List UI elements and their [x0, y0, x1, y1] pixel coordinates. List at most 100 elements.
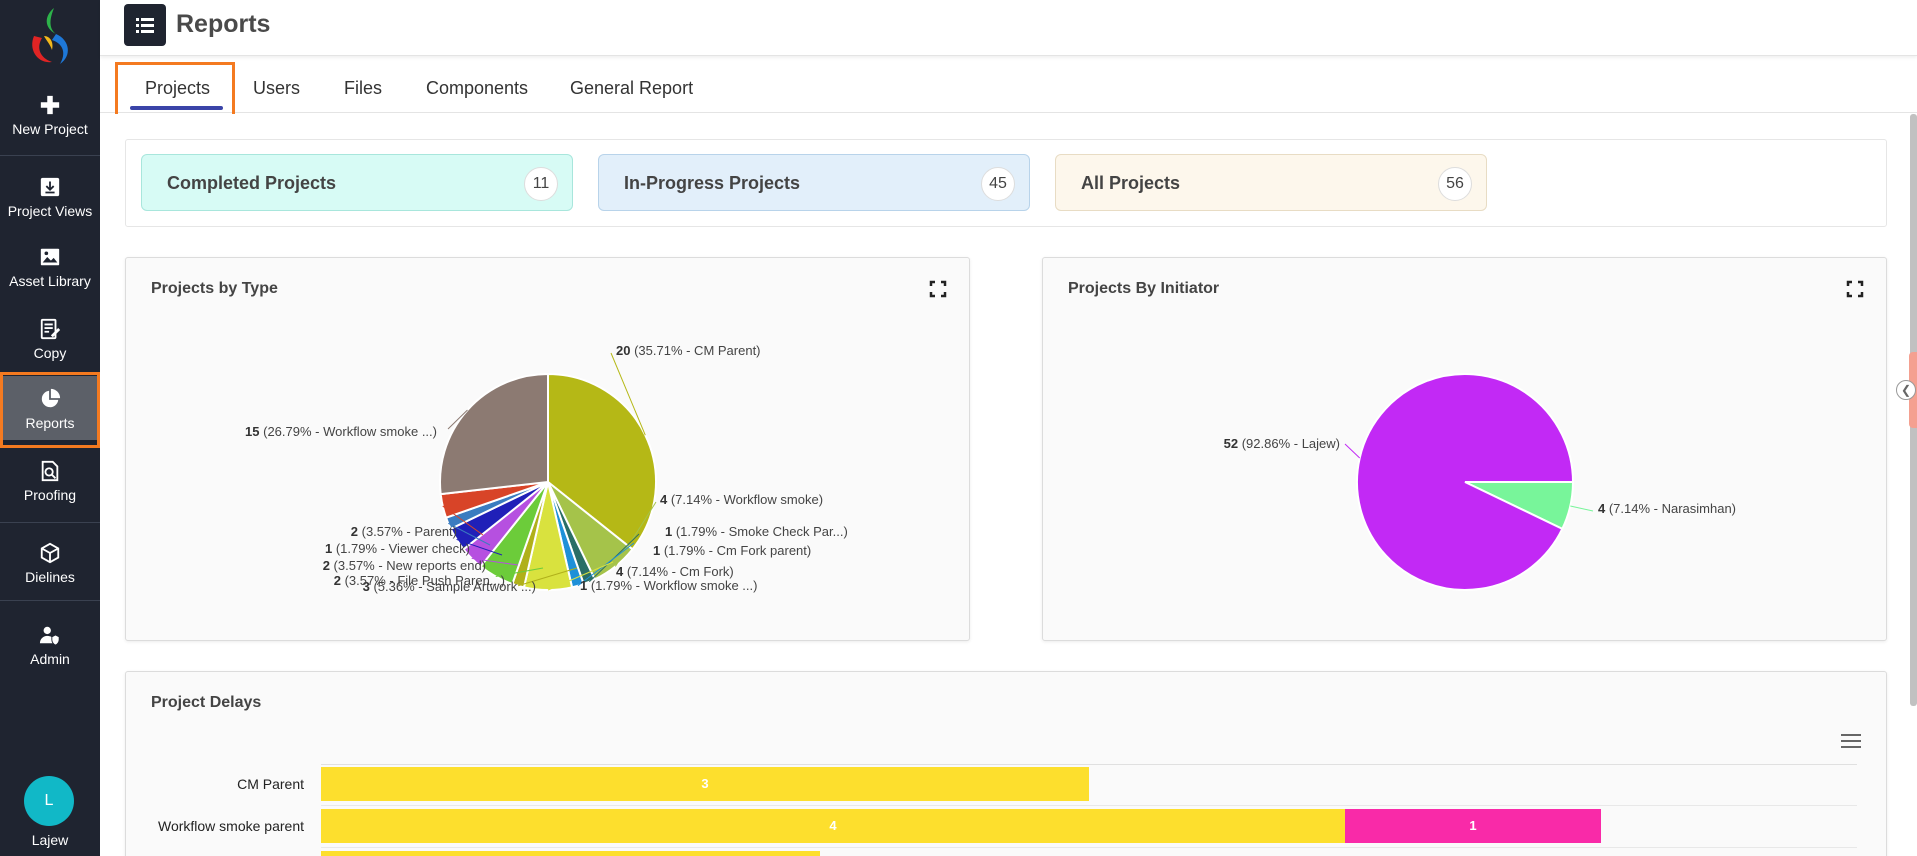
pie-connector [614, 501, 657, 567]
bar-segment[interactable]: 3 [321, 767, 1089, 801]
sidebar-item-project-views[interactable]: Project Views [0, 176, 100, 219]
pie-data-label: 1 (1.79% - Cm Fork parent) [653, 543, 811, 558]
stat-label: All Projects [1081, 173, 1181, 193]
pie-slice[interactable] [547, 372, 657, 551]
completed-projects-stat[interactable]: Completed Projects 11 [141, 154, 573, 211]
pie-data-label: 1 (1.79% - Workflow smoke ...) [580, 578, 757, 593]
project-delays-chart: CM Parent 3 Workflow smoke parent 4 1 [126, 672, 1886, 856]
fullscreen-icon[interactable] [929, 280, 947, 298]
sidebar-item-label: Reports [25, 415, 75, 431]
pie-data-label: 2 (3.57% - File Push Paren...) [334, 573, 505, 588]
panel-title: Projects by Type [151, 280, 278, 297]
pie-data-label: 2 (3.57% - New reports end) [323, 558, 486, 573]
pie-connector [442, 505, 484, 536]
page-header: Reports [100, 0, 1917, 56]
image-icon [40, 248, 60, 266]
chevron-left-icon[interactable]: ❮ [1896, 380, 1916, 400]
pie-slice[interactable] [1356, 373, 1575, 591]
tab-projects[interactable]: Projects [145, 78, 211, 98]
tab-users[interactable]: Users [253, 78, 301, 98]
pie-connector [1570, 505, 1594, 512]
stat-count: 45 [981, 167, 1015, 201]
sidebar-item-label: Admin [30, 651, 70, 667]
pie-data-label: 4 (7.14% - Workflow smoke) [660, 492, 823, 507]
pie-data-label: 2 (3.57% - Parent) [351, 524, 457, 539]
sidebar-item-proofing[interactable]: Proofing [0, 460, 100, 503]
list-menu-icon[interactable] [124, 4, 166, 46]
summary-card: Completed Projects 11 In-Progress Projec… [125, 139, 1887, 227]
cube-icon [40, 542, 60, 564]
pie-data-label: 3 (5.36% - Sample Artwork ...) [363, 579, 536, 594]
pie-connector [447, 409, 468, 430]
row-divider [321, 847, 1857, 848]
user-name: Lajew [31, 832, 69, 848]
stat-count: 56 [1438, 167, 1472, 201]
in-progress-projects-stat[interactable]: In-Progress Projects 45 [598, 154, 1030, 211]
panel-title: Projects By Initiator [1068, 280, 1220, 297]
sidebar-item-reports[interactable]: Reports [0, 376, 100, 440]
pie-connector [577, 542, 635, 587]
pie-data-label: 4 (7.14% - Cm Fork) [616, 564, 734, 579]
user-shield-icon [39, 626, 60, 646]
category-label: Workflow smoke parent [157, 818, 304, 834]
pie-data-label: 20 (35.71% - CM Parent) [616, 343, 761, 358]
projects-by-initiator-panel: Projects By Initiator 4 (7.14% - Narasim… [1042, 257, 1887, 641]
sidebar-item-label: Project Views [7, 203, 93, 219]
pie-connector [517, 567, 578, 587]
pie-connector [1344, 443, 1361, 459]
pie-connector [610, 352, 646, 436]
pie-connector [447, 522, 491, 546]
pie-slice[interactable] [439, 372, 549, 496]
pie-data-label: 1 (1.79% - Viewer check) [325, 541, 470, 556]
pie-data-label: 1 (1.79% - Smoke Check Par...) [665, 524, 848, 539]
tab-bar: Projects Users Files Components General … [100, 58, 1917, 113]
projects-by-initiator-chart: 4 (7.14% - Narasimhan) 52 (92.86% - Lajew… [1224, 373, 1736, 591]
edit-note-icon [40, 318, 61, 340]
stat-label: In-Progress Projects [624, 173, 801, 193]
pie-connector [456, 538, 503, 556]
pie-connector [495, 567, 544, 578]
category-label: CM Parent [237, 776, 304, 792]
bar-segment[interactable]: 1 [1345, 809, 1601, 843]
all-projects-stat[interactable]: All Projects 56 [1055, 154, 1487, 211]
sidebar-item-asset-library[interactable]: Asset Library [0, 246, 100, 289]
gridline [321, 764, 1857, 765]
bar-segment[interactable]: 4 [321, 809, 1345, 843]
hamburger-menu-icon[interactable] [1840, 733, 1862, 749]
sidebar: New Project Project Views Asset Library … [0, 0, 100, 856]
tab-files[interactable]: Files [344, 78, 383, 98]
download-box-icon [40, 177, 60, 197]
row-divider [321, 805, 1857, 806]
divider [0, 600, 100, 601]
pie-chart-icon [41, 388, 61, 408]
document-search-icon [41, 460, 59, 482]
page-title: Reports [176, 10, 271, 38]
divider [0, 155, 100, 156]
avatar[interactable]: L [24, 776, 74, 826]
divider [0, 522, 100, 523]
fullscreen-icon[interactable] [1846, 280, 1864, 298]
sidebar-item-dielines[interactable]: Dielines [0, 542, 100, 585]
sidebar-item-admin[interactable]: Admin [0, 624, 100, 667]
sidebar-item-copy[interactable]: Copy [0, 318, 100, 361]
pie-data-label: 4 (7.14% - Narasimhan) [1598, 501, 1736, 516]
stat-label: Completed Projects [167, 173, 337, 193]
pie-data-label: 52 (92.86% - Lajew) [1224, 436, 1340, 451]
app-logo[interactable] [26, 6, 74, 68]
sidebar-item-label: Copy [33, 345, 67, 361]
pie-connector [471, 557, 519, 566]
avatar-initial: L [44, 792, 54, 809]
plus-icon [40, 95, 60, 115]
projects-by-type-panel: Projects by Type 20 (35.71% - CM Parent)… [125, 257, 970, 641]
sidebar-item-label: Dielines [25, 569, 75, 585]
sidebar-item-new-project[interactable]: New Project [0, 94, 100, 137]
sidebar-item-label: Asset Library [9, 273, 91, 289]
stat-count: 11 [524, 167, 558, 201]
panel-title: Project Delays [151, 694, 262, 711]
pie-connector [547, 561, 614, 591]
tab-components[interactable]: Components [426, 78, 529, 98]
sidebar-item-label: Proofing [23, 487, 77, 503]
tab-general-report[interactable]: General Report [570, 78, 694, 98]
pie-data-label: 15 (26.79% - Workflow smoke ...) [245, 424, 437, 439]
bar-segment[interactable] [321, 851, 821, 856]
